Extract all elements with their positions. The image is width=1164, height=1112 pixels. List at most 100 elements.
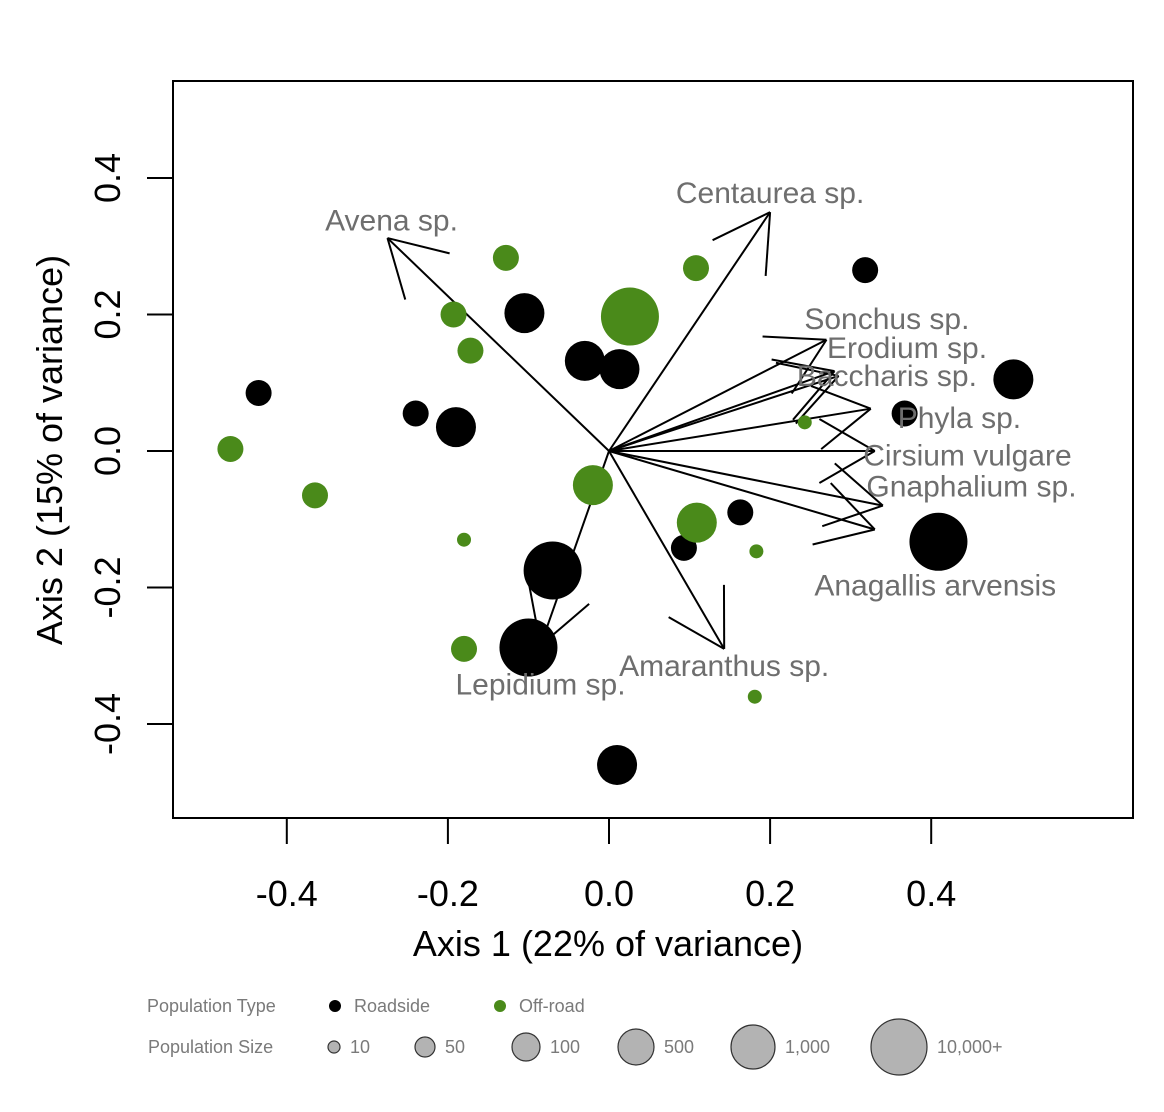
vector-arrowhead — [818, 450, 876, 484]
roadside-point — [435, 407, 476, 448]
y-tick-label: -0.4 — [87, 693, 128, 755]
roadside-point — [909, 512, 968, 571]
species-vector — [608, 374, 839, 452]
x-tick-label: 0.4 — [906, 873, 956, 914]
roadside-point — [504, 293, 545, 334]
legend-size-label: 100 — [550, 1037, 580, 1057]
legend-size-swatch — [414, 1036, 436, 1058]
vector-arrowhead — [810, 385, 872, 410]
x-tick-label: -0.2 — [417, 873, 479, 914]
species-vector — [608, 450, 884, 507]
offroad-point — [600, 287, 659, 346]
y-tick-label: 0.2 — [87, 289, 128, 339]
vector-arrowhead — [821, 504, 884, 528]
species-vectors — [386, 211, 884, 650]
legend-offroad-label: Off-road — [519, 996, 585, 1016]
species-label: Gnaphalium sp. — [866, 470, 1076, 503]
vector-arrowhead — [812, 528, 876, 546]
x-axis-title: Axis 1 (22% of variance) — [413, 923, 803, 964]
species-vector — [608, 338, 827, 452]
roadside-point — [599, 349, 640, 390]
roadside-point — [597, 744, 638, 785]
species-label: Sonchus sp. — [804, 303, 969, 336]
roadside-point — [891, 400, 918, 427]
offroad-point — [682, 255, 709, 282]
species-label: Lepidium sp. — [455, 668, 625, 701]
legend-size-label: 10,000+ — [937, 1037, 1003, 1057]
species-vector — [608, 211, 771, 452]
roadside-point — [727, 499, 754, 526]
roadside-point — [523, 541, 582, 600]
vector-arrowhead — [386, 237, 407, 300]
species-label: Amaranthus sp. — [619, 650, 829, 683]
offroad-point — [457, 337, 484, 364]
vector-arrowhead — [775, 361, 839, 377]
legend-size-label: 1,000 — [785, 1037, 830, 1057]
y-tick-label: 0.4 — [87, 153, 128, 203]
legend-offroad-swatch — [494, 1000, 506, 1012]
species-vector — [608, 450, 726, 650]
plot-frame — [172, 80, 1134, 819]
y-tick-label: -0.2 — [87, 556, 128, 618]
species-label: Cirsium vulgare — [863, 440, 1071, 473]
offroad-point — [440, 301, 467, 328]
legend-size-swatch — [617, 1028, 655, 1066]
species-vector — [608, 407, 871, 452]
offroad-point — [492, 244, 519, 271]
offroad-point — [457, 532, 472, 547]
legend-roadside-label: Roadside — [354, 996, 430, 1016]
roadside-point — [852, 257, 879, 284]
vector-arrowhead — [834, 462, 884, 507]
x-tick-label: 0.0 — [584, 873, 634, 914]
axes: -0.4 -0.2 0.0 0.2 0.4 -0.4 -0.2 0.0 0.2 0.4 — [87, 153, 956, 914]
x-tick-label: 0.2 — [745, 873, 795, 914]
vector-arrowhead — [829, 482, 876, 531]
roadside-point — [993, 359, 1034, 400]
species-label: Avena sp. — [325, 204, 458, 237]
species-label: Baccharis sp. — [797, 360, 977, 393]
offroad-point — [676, 502, 717, 543]
species-label: Anagallis arvensis — [814, 569, 1056, 602]
legend-population-size-label: Population Size — [148, 1037, 273, 1057]
y-tick-label: 0.0 — [87, 426, 128, 476]
y-axis-title: Axis 2 (15% of variance) — [29, 255, 70, 645]
legend-size-label: 500 — [664, 1037, 694, 1057]
population-points — [217, 244, 1034, 785]
legend: Population Type Roadside Off-road Populatio… — [147, 996, 1003, 1076]
vector-arrowhead — [771, 358, 835, 373]
vector-arrowhead — [668, 616, 725, 650]
x-tick-label: -0.4 — [256, 873, 318, 914]
offroad-point — [217, 435, 244, 462]
legend-population-type-label: Population Type — [147, 996, 276, 1016]
species-label: Phyla sp. — [898, 402, 1021, 435]
species-label: Erodium sp. — [827, 332, 987, 365]
offroad-point — [451, 635, 478, 662]
legend-size-swatch — [730, 1024, 776, 1070]
species-vector — [386, 237, 610, 452]
roadside-point — [564, 340, 605, 381]
species-vector — [608, 450, 876, 531]
offroad-point — [797, 415, 812, 430]
legend-size-swatch — [327, 1040, 341, 1054]
roadside-point — [245, 379, 272, 406]
vector-arrowhead — [764, 212, 772, 277]
vector-arrowhead — [712, 211, 771, 242]
offroad-point — [747, 689, 762, 704]
roadside-point — [402, 400, 429, 427]
legend-size-swatch — [511, 1032, 541, 1062]
vector-arrowhead — [818, 418, 876, 452]
legend-size-label: 10 — [350, 1037, 370, 1057]
vector-arrowhead — [387, 237, 450, 255]
vector-arrowhead — [820, 407, 872, 450]
offroad-point — [572, 465, 613, 506]
roadside-point — [499, 618, 558, 677]
vector-arrowhead — [762, 335, 827, 341]
legend-roadside-swatch — [329, 1000, 341, 1012]
legend-size-label: 50 — [445, 1037, 465, 1057]
species-labels: Avena sp. Centaurea sp. Sonchus sp.Erodium… — [325, 177, 1076, 701]
offroad-point — [749, 544, 764, 559]
species-label: Centaurea sp. — [676, 177, 864, 210]
legend-size-swatch — [870, 1018, 928, 1076]
offroad-point — [301, 482, 328, 509]
